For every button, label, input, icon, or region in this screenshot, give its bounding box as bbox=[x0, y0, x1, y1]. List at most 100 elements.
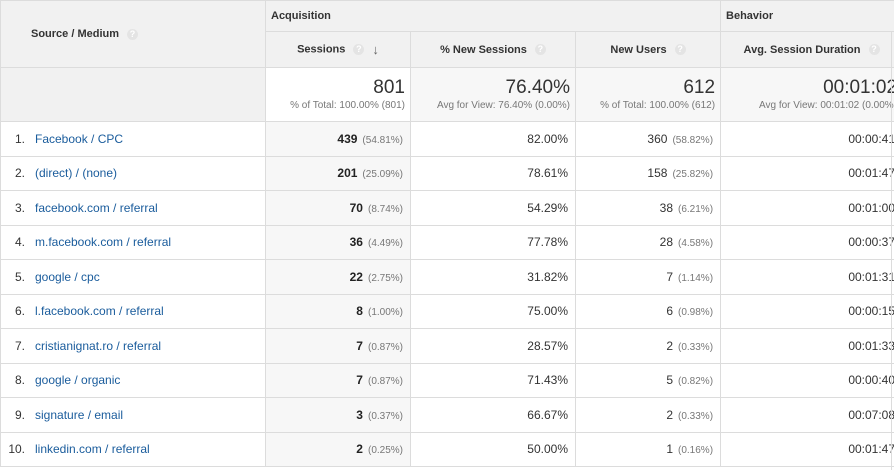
source-medium-cell: 10. linkedin.com / referral bbox=[0, 431, 266, 467]
table-right-border bbox=[891, 32, 892, 470]
new-users-percent: (1.14%) bbox=[678, 272, 714, 284]
new-users-cell: 5 (0.82%) bbox=[574, 362, 722, 398]
source-medium-cell: 1. Facebook / CPC bbox=[0, 121, 266, 157]
row-index: 2. bbox=[14, 166, 25, 181]
new-users-percent: (58.82%) bbox=[672, 134, 714, 146]
sessions-total-value: 801 bbox=[373, 76, 405, 98]
new-users-cell: 7 (1.14%) bbox=[574, 259, 722, 295]
source-medium-link[interactable]: google / organic bbox=[35, 373, 121, 388]
sessions-value: 439 bbox=[337, 131, 358, 146]
new-sessions-cell: 82.00% bbox=[410, 121, 576, 157]
sessions-cell: 70 (8.74%) bbox=[265, 190, 411, 226]
new-users-percent: (6.21%) bbox=[678, 203, 714, 215]
table-row: 9. signature / email 3 (0.37%) 66.67% 2 (0.… bbox=[0, 397, 894, 433]
avg-duration-cell: 00:01:47 bbox=[720, 431, 894, 467]
sessions-cell: 36 (4.49%) bbox=[265, 224, 411, 260]
help-icon[interactable]: ? bbox=[868, 44, 880, 56]
sessions-value: 70 bbox=[349, 200, 363, 215]
source-medium-header[interactable]: Source / Medium? bbox=[0, 0, 266, 68]
new-users-cell: 2 (0.33%) bbox=[574, 328, 722, 364]
new-sessions-cell: 75.00% bbox=[410, 293, 576, 329]
table-row: 1. Facebook / CPC 439 (54.81%) 82.00% 360 (… bbox=[0, 121, 894, 157]
avg-duration-cell: 00:00:15 bbox=[720, 293, 894, 329]
source-medium-link[interactable]: google / cpc bbox=[35, 269, 100, 284]
column-header-row: Sessions? ↓ % New Sessions? New Users? Av… bbox=[1, 31, 894, 68]
sessions-value: 2 bbox=[356, 442, 363, 457]
new-users-value: 360 bbox=[647, 131, 668, 146]
row-index: 1. bbox=[14, 131, 25, 146]
avg-session-duration-column-header[interactable]: Avg. Session Duration? bbox=[720, 31, 894, 68]
table-row: 6. l.facebook.com / referral 8 (1.00%) 75.… bbox=[0, 293, 894, 329]
source-medium-cell: 8. google / organic bbox=[0, 362, 266, 398]
group-header-row: Source / Medium? Acquisition Behavior bbox=[0, 0, 894, 68]
sessions-column-header[interactable]: Sessions? ↓ bbox=[265, 31, 411, 68]
sessions-value: 7 bbox=[356, 373, 363, 388]
new-users-percent: (0.16%) bbox=[678, 445, 714, 457]
sessions-cell: 7 (0.87%) bbox=[265, 362, 411, 398]
sessions-percent: (0.25%) bbox=[367, 445, 403, 457]
new-users-value: 1 bbox=[666, 442, 674, 457]
sessions-cell: 2 (0.25%) bbox=[265, 431, 411, 467]
source-medium-link[interactable]: facebook.com / referral bbox=[35, 200, 158, 215]
sessions-percent: (2.75%) bbox=[367, 272, 403, 284]
avg-duration-cell: 00:07:08 bbox=[720, 397, 894, 433]
new-sessions-cell: 66.67% bbox=[410, 397, 576, 433]
row-index: 9. bbox=[14, 407, 25, 422]
source-medium-cell: 4. m.facebook.com / referral bbox=[0, 224, 266, 260]
sort-descending-icon[interactable]: ↓ bbox=[372, 42, 379, 57]
new-users-cell: 6 (0.98%) bbox=[574, 293, 722, 329]
row-index: 6. bbox=[14, 304, 25, 319]
row-index: 3. bbox=[14, 200, 25, 215]
source-medium-link[interactable]: (direct) / (none) bbox=[35, 166, 118, 181]
new-sessions-cell: 31.82% bbox=[410, 259, 576, 295]
help-icon[interactable]: ? bbox=[353, 44, 365, 55]
row-index: 7. bbox=[14, 338, 25, 353]
new-sessions-total-cell: 76.40% Avg for View: 76.40% (0.00%) bbox=[410, 67, 576, 122]
new-users-percent: (0.33%) bbox=[678, 410, 714, 422]
new-users-percent: (0.98%) bbox=[678, 307, 714, 319]
new-sessions-column-header[interactable]: % New Sessions? bbox=[410, 31, 576, 68]
new-users-value: 38 bbox=[659, 200, 674, 215]
sessions-value: 201 bbox=[337, 166, 358, 181]
table-row: 10. linkedin.com / referral 2 (0.25%) 50.0… bbox=[0, 431, 894, 467]
avg-duration-header-label: Avg. Session Duration bbox=[743, 43, 861, 56]
source-medium-cell: 3. facebook.com / referral bbox=[0, 190, 266, 226]
source-medium-link[interactable]: linkedin.com / referral bbox=[35, 442, 150, 457]
help-icon[interactable]: ? bbox=[674, 44, 686, 56]
avg-duration-cell: 00:01:47 bbox=[720, 155, 894, 191]
new-sessions-cell: 50.00% bbox=[410, 431, 576, 467]
totals-row: 801 % of Total: 100.00% (801) 76.40% Avg… bbox=[0, 67, 894, 122]
behavior-group-header: Behavior bbox=[720, 0, 894, 32]
table-row: 7. cristianignat.ro / referral 7 (0.87%) 2… bbox=[0, 328, 894, 364]
sessions-percent: (0.37%) bbox=[367, 410, 403, 422]
source-medium-link[interactable]: Facebook / CPC bbox=[35, 131, 124, 146]
source-medium-link[interactable]: l.facebook.com / referral bbox=[35, 304, 164, 319]
source-medium-link[interactable]: m.facebook.com / referral bbox=[35, 235, 172, 250]
totals-label-cell bbox=[0, 67, 266, 122]
new-users-header-label: New Users bbox=[610, 43, 667, 56]
new-sessions-cell: 78.61% bbox=[410, 155, 576, 191]
source-medium-cell: 7. cristianignat.ro / referral bbox=[0, 328, 266, 364]
new-users-column-header[interactable]: New Users? bbox=[574, 31, 722, 68]
avg-duration-cell: 00:00:40 bbox=[720, 362, 894, 398]
avg-duration-cell: 00:01:00 bbox=[720, 190, 894, 226]
avg-duration-cell: 00:00:41 bbox=[720, 121, 894, 157]
new-users-cell: 158 (25.82%) bbox=[574, 155, 722, 191]
source-medium-link[interactable]: cristianignat.ro / referral bbox=[35, 338, 162, 353]
row-index: 10. bbox=[8, 442, 25, 457]
help-icon[interactable]: ? bbox=[534, 44, 546, 56]
new-users-cell: 1 (0.16%) bbox=[574, 431, 722, 467]
source-medium-cell: 6. l.facebook.com / referral bbox=[0, 293, 266, 329]
new-sessions-total-subtext: Avg for View: 76.40% (0.00%) bbox=[436, 99, 570, 111]
table-row: 3. facebook.com / referral 70 (8.74%) 54.2… bbox=[0, 190, 894, 226]
source-medium-link[interactable]: signature / email bbox=[35, 407, 124, 422]
new-users-value: 158 bbox=[647, 166, 668, 181]
new-users-total-subtext: % of Total: 100.00% (612) bbox=[600, 99, 716, 111]
help-icon[interactable]: ? bbox=[127, 28, 139, 40]
new-users-value: 2 bbox=[666, 338, 674, 353]
sessions-value: 8 bbox=[356, 304, 363, 319]
table-row: 2. (direct) / (none) 201 (25.09%) 78.61% 1… bbox=[0, 155, 894, 191]
new-users-cell: 38 (6.21%) bbox=[574, 190, 722, 226]
new-users-percent: (0.33%) bbox=[678, 341, 714, 353]
avg-duration-cell: 00:00:37 bbox=[720, 224, 894, 260]
